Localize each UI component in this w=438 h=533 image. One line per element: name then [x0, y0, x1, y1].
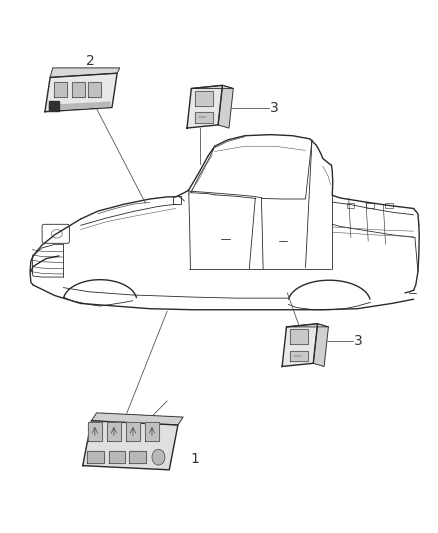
Bar — [346, 203, 354, 208]
Text: 3: 3 — [354, 334, 363, 349]
Polygon shape — [109, 451, 125, 463]
Text: 1: 1 — [191, 452, 200, 466]
Polygon shape — [286, 324, 328, 327]
Polygon shape — [49, 102, 110, 110]
Text: 3: 3 — [270, 101, 279, 115]
Polygon shape — [50, 68, 120, 77]
Polygon shape — [218, 85, 233, 128]
Polygon shape — [130, 451, 146, 463]
Polygon shape — [313, 324, 328, 367]
Polygon shape — [282, 324, 318, 367]
Polygon shape — [187, 85, 223, 128]
Polygon shape — [194, 91, 213, 106]
Polygon shape — [83, 421, 178, 470]
Polygon shape — [145, 422, 159, 441]
Polygon shape — [45, 73, 117, 112]
Polygon shape — [88, 83, 101, 97]
Bar — [366, 203, 374, 208]
Polygon shape — [191, 85, 233, 88]
Bar — [173, 196, 180, 204]
Polygon shape — [107, 422, 121, 441]
Polygon shape — [54, 83, 67, 97]
Circle shape — [152, 449, 165, 465]
Bar — [385, 203, 393, 208]
Polygon shape — [290, 329, 308, 344]
Polygon shape — [72, 83, 85, 97]
Polygon shape — [194, 112, 213, 123]
Polygon shape — [126, 422, 140, 441]
Polygon shape — [88, 422, 102, 441]
Polygon shape — [49, 101, 59, 111]
Text: 2: 2 — [86, 54, 95, 68]
Polygon shape — [92, 413, 183, 425]
Polygon shape — [87, 451, 103, 463]
Polygon shape — [290, 351, 308, 361]
